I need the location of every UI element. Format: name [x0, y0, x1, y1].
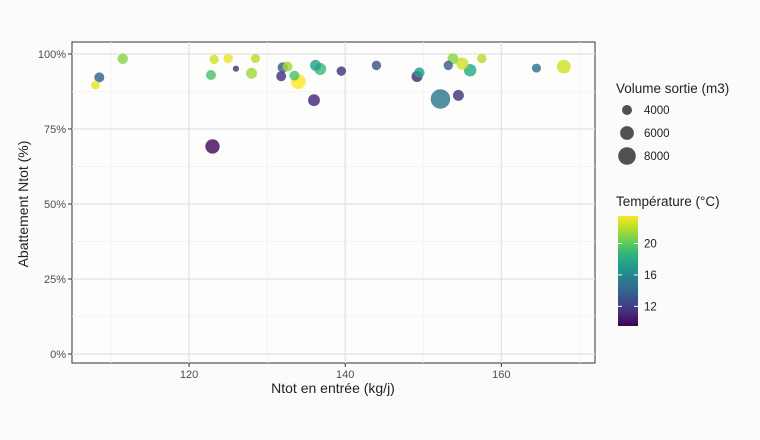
colorbar-label: 12 [644, 301, 657, 313]
size-legend-key [618, 147, 636, 165]
data-point [246, 67, 258, 79]
data-point [531, 63, 541, 73]
y-tick-label: 25% [44, 274, 66, 286]
data-point [310, 59, 322, 71]
data-point [91, 80, 100, 90]
data-point [117, 53, 128, 64]
data-point [371, 60, 382, 71]
data-point [276, 71, 287, 82]
colorbar-label: 20 [644, 239, 657, 251]
size-legend-label: 6000 [644, 128, 670, 140]
size-legend-label: 4000 [644, 105, 670, 117]
size-legend-label: 8000 [644, 151, 670, 163]
data-point [205, 139, 220, 154]
data-point [456, 57, 469, 70]
size-legend-key [620, 126, 634, 140]
data-point [94, 72, 105, 83]
data-point [430, 89, 451, 109]
data-point [205, 70, 216, 80]
x-axis-title: Ntot en entrée (kg/j) [271, 380, 395, 396]
data-point [443, 60, 453, 71]
y-tick-label: 100% [38, 49, 66, 61]
data-point [556, 59, 571, 74]
data-point [223, 53, 233, 64]
colorbar [618, 216, 638, 326]
x-tick-label: 160 [492, 369, 510, 381]
data-points [91, 53, 571, 154]
y-axis-ticks: 0% 25% 50% 75% 100% [38, 49, 72, 361]
data-point [477, 53, 487, 64]
size-legend-title: Volume sortie (m3) [616, 81, 729, 96]
data-point [250, 53, 260, 64]
data-point [452, 89, 464, 101]
size-legend: Volume sortie (m3) 4000 6000 8000 [616, 81, 729, 165]
y-tick-label: 0% [50, 349, 66, 361]
x-tick-label: 120 [180, 369, 198, 381]
size-legend-key [622, 105, 632, 115]
y-axis-title: Abattement Ntot (%) [15, 141, 31, 268]
x-tick-label: 140 [336, 369, 354, 381]
data-point [232, 65, 240, 72]
data-point [308, 94, 320, 107]
color-legend-title: Température (°C) [616, 194, 720, 209]
x-axis-ticks: 120 140 160 [180, 363, 511, 381]
data-point [336, 66, 347, 76]
plot-panel [71, 41, 596, 364]
y-tick-label: 75% [44, 124, 66, 136]
data-point [282, 61, 293, 72]
color-legend: Température (°C) 12 16 20 [616, 194, 720, 326]
colorbar-label: 16 [644, 270, 657, 282]
gridlines [72, 42, 595, 363]
data-point [289, 70, 300, 81]
data-point [414, 67, 425, 78]
data-point [209, 54, 219, 65]
y-tick-label: 50% [44, 199, 66, 211]
